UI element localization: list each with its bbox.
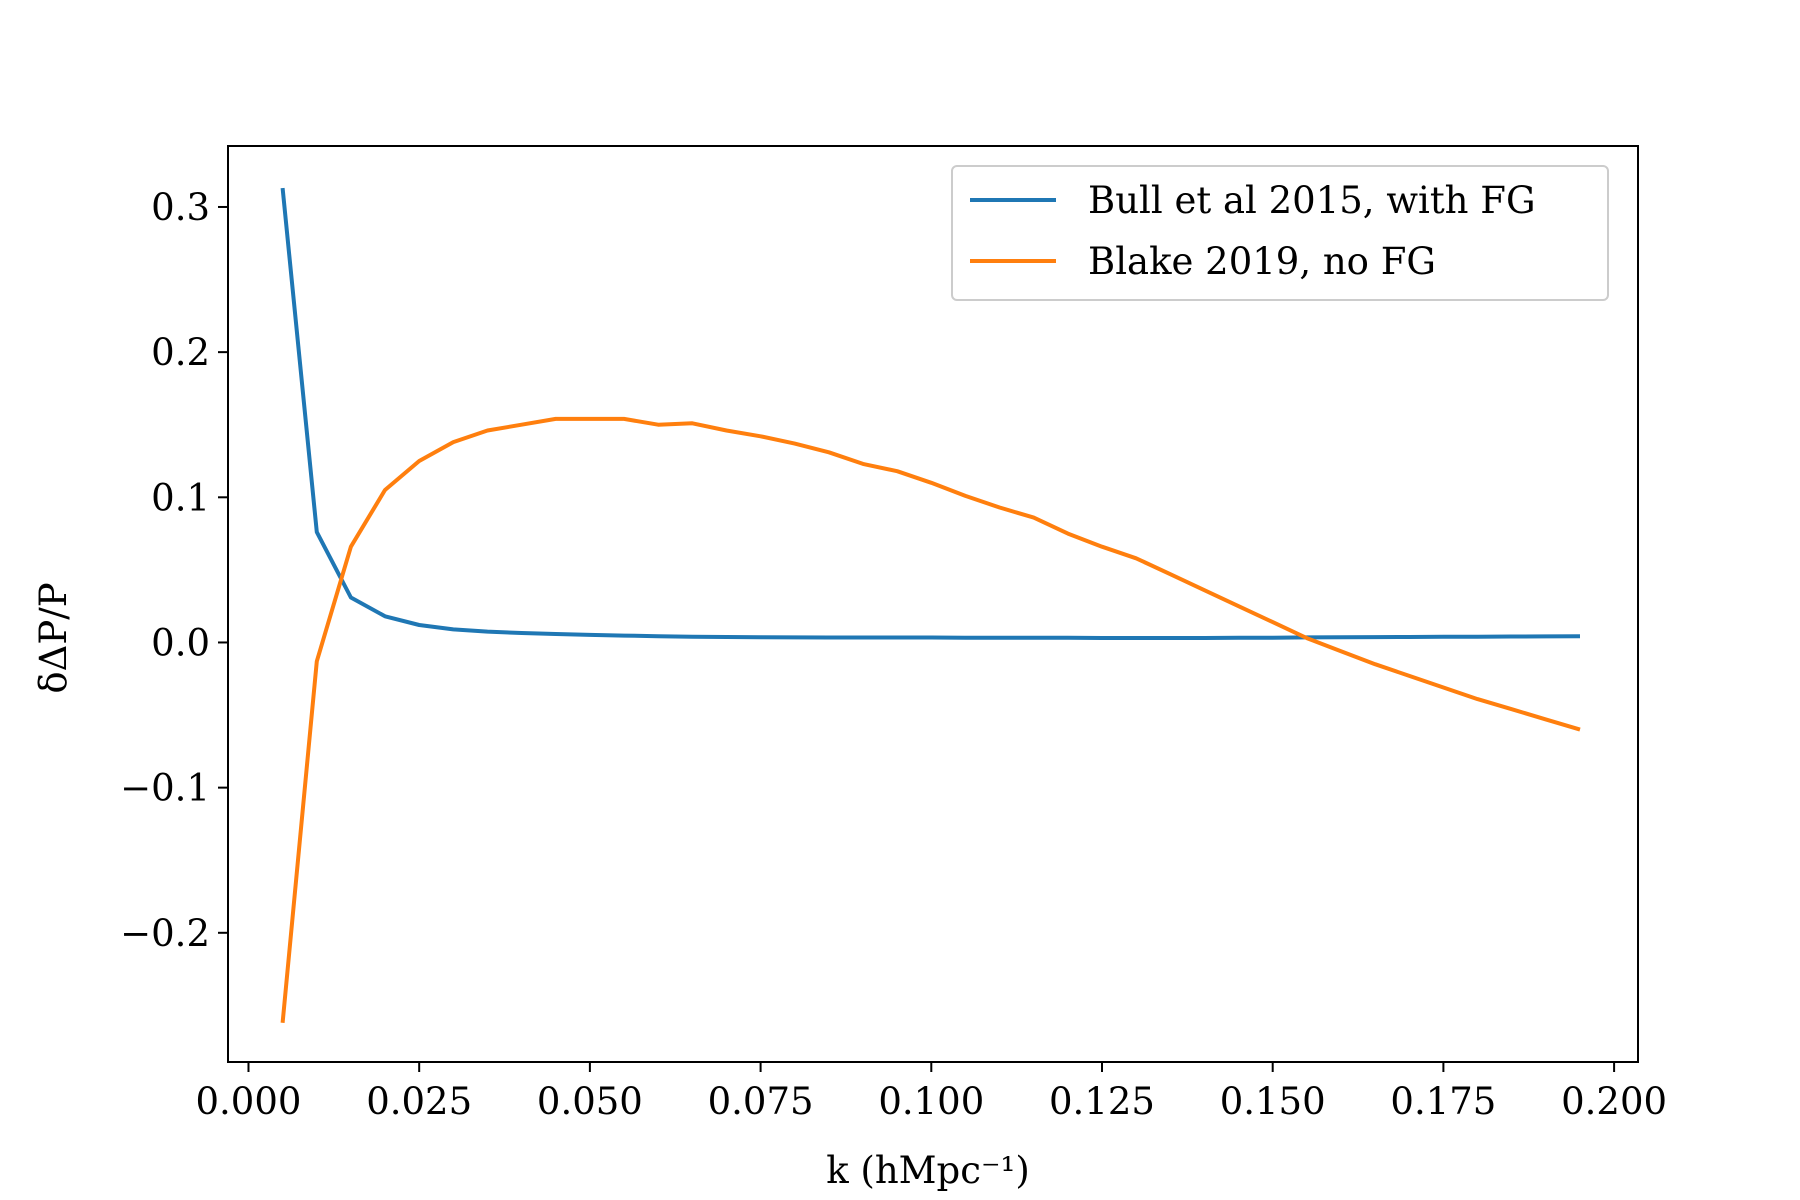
y-tick-label: 0.0 xyxy=(151,621,210,664)
y-tick-label: 0.1 xyxy=(151,476,210,519)
x-tick-label: 0.075 xyxy=(708,1080,814,1123)
series-line-bull xyxy=(280,187,1581,640)
x-tick-label: 0.100 xyxy=(878,1080,984,1123)
x-tick-label: 0.050 xyxy=(537,1080,643,1123)
y-axis-label: δΔP/P xyxy=(32,582,75,693)
legend: Bull et al 2015, with FG Blake 2019, no … xyxy=(951,165,1609,301)
x-tick-label: 0.025 xyxy=(366,1080,472,1123)
x-tick-label: 0.200 xyxy=(1561,1080,1667,1123)
legend-box xyxy=(951,165,1609,301)
y-tick-label: −0.1 xyxy=(120,767,210,810)
ticks-layer: 0.000 0.025 0.050 0.075 0.100 0.125 0.150 0.175… xyxy=(120,186,1667,1123)
x-tick-label: 0.000 xyxy=(196,1080,302,1123)
x-tick-label: 0.125 xyxy=(1049,1080,1155,1123)
y-tick-label: 0.2 xyxy=(151,331,210,374)
x-axis-label: k (hMpc⁻¹) xyxy=(826,1149,1030,1192)
x-tick-label: 0.175 xyxy=(1390,1080,1496,1123)
x-tick-label: 0.150 xyxy=(1220,1080,1326,1123)
y-tick-label: −0.2 xyxy=(120,912,210,955)
series-layer xyxy=(280,187,1581,1023)
legend-label-blake: Blake 2019, no FG xyxy=(1088,240,1436,283)
y-tick-label: 0.3 xyxy=(151,186,210,229)
legend-label-bull: Bull et al 2015, with FG xyxy=(1088,179,1536,222)
plot-frame xyxy=(227,145,1639,1063)
series-line-blake xyxy=(280,416,1581,1023)
